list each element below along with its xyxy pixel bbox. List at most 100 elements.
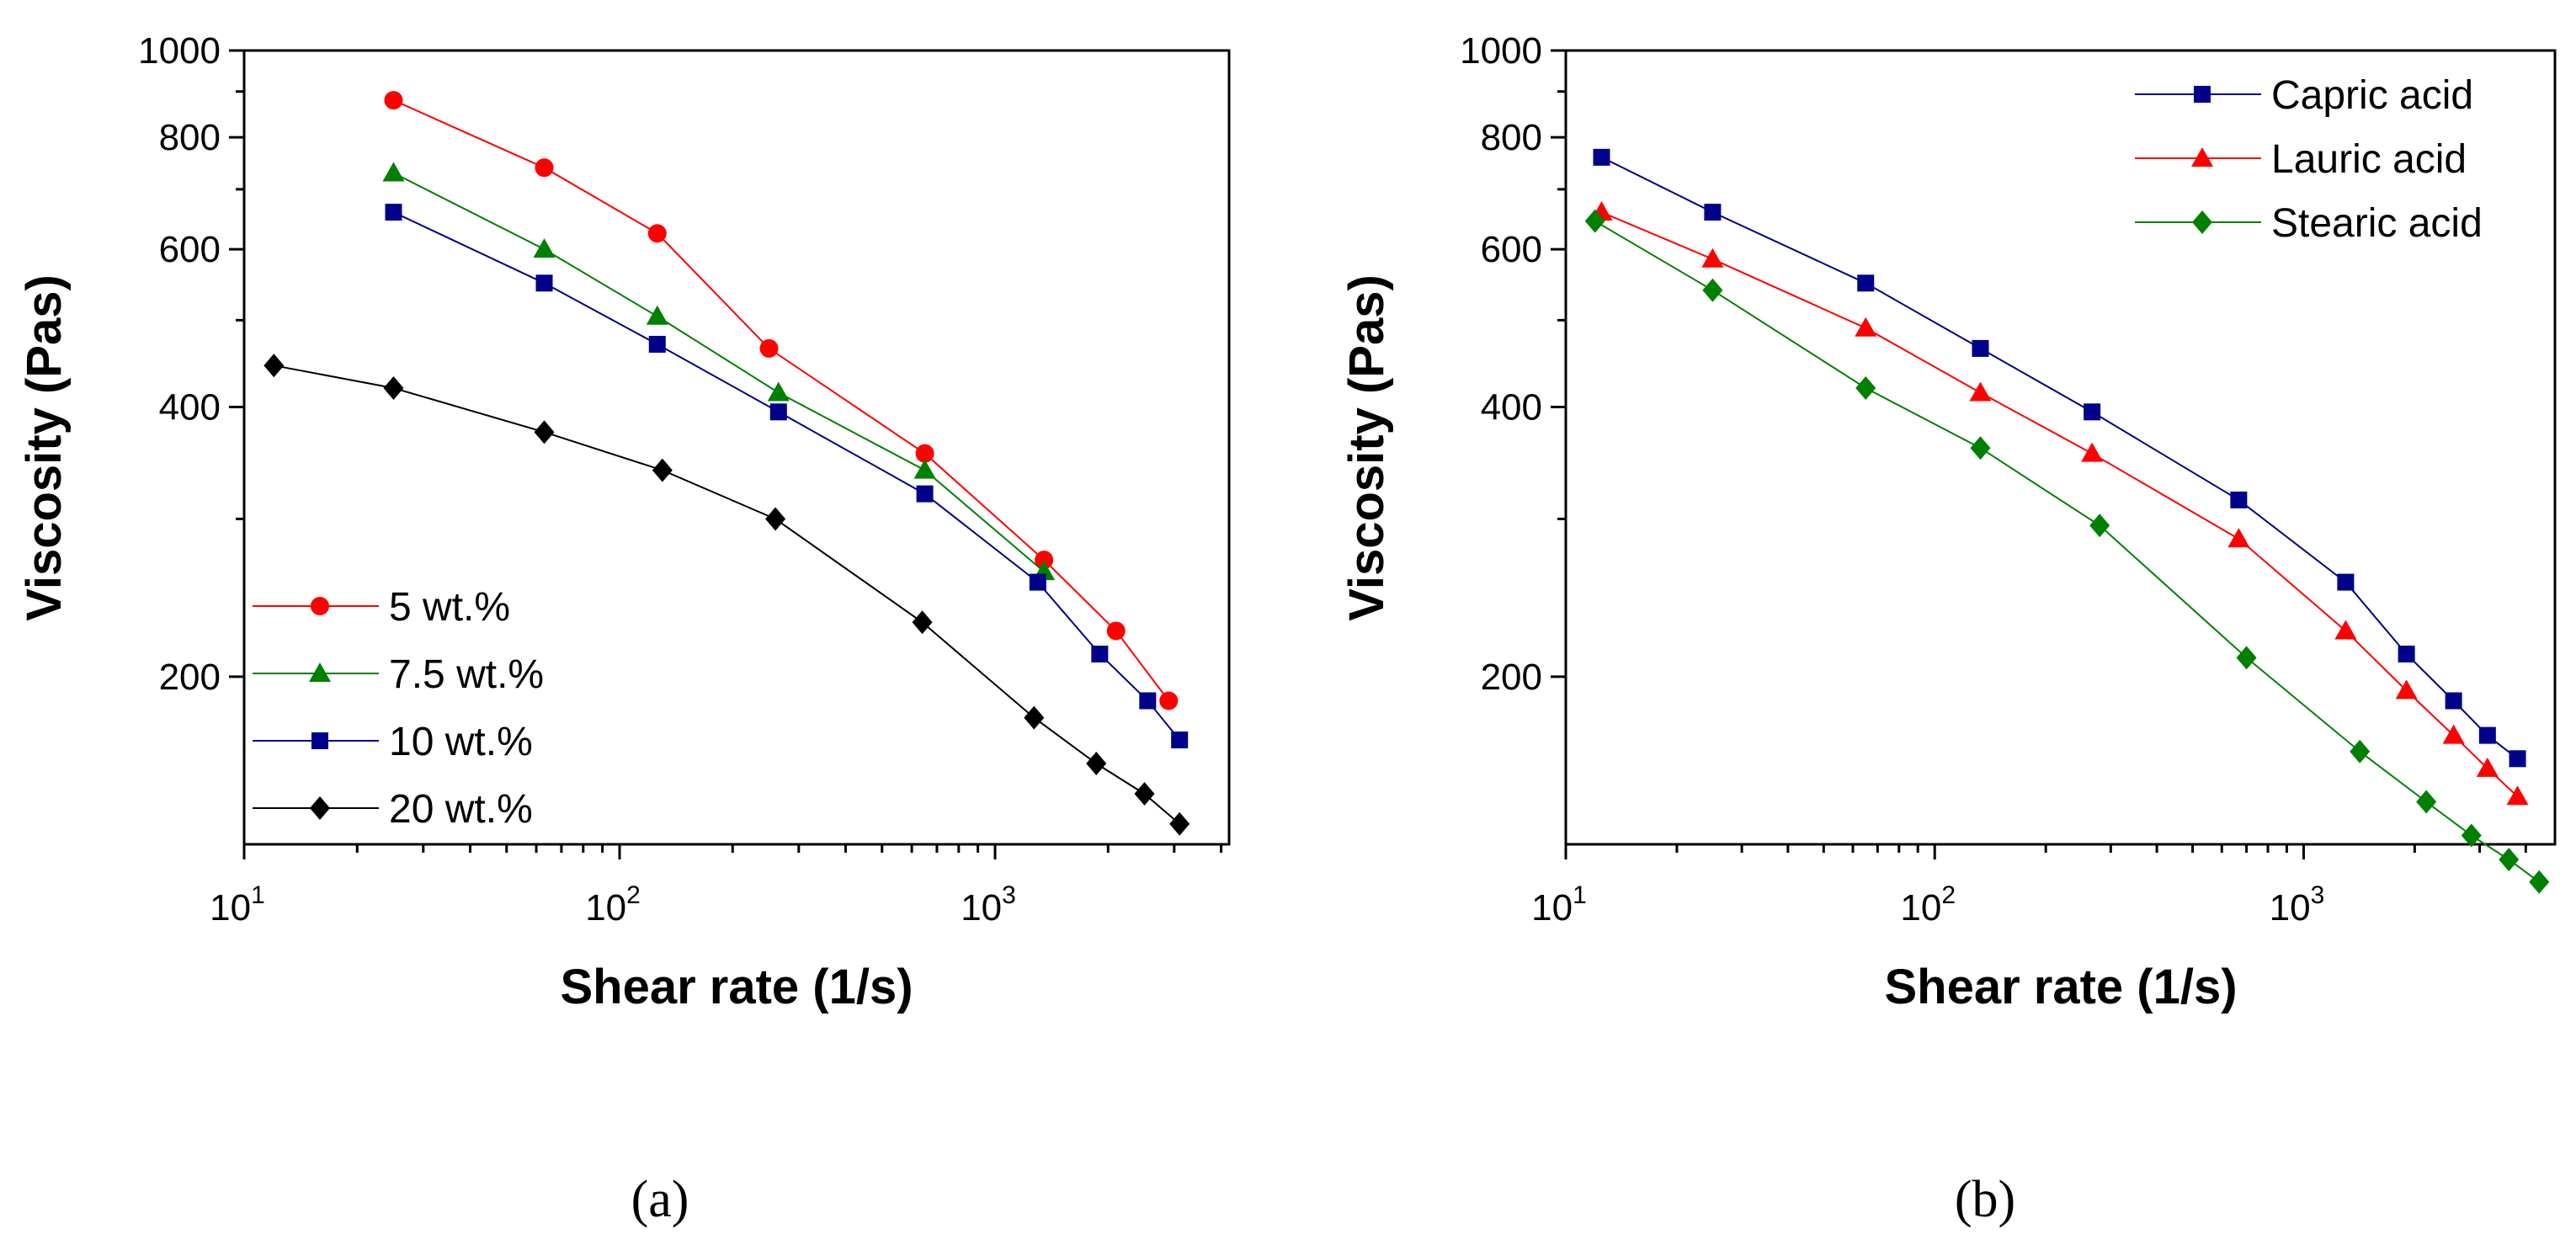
data-point [2337,573,2355,591]
data-point [2445,692,2462,710]
data-point [2476,757,2499,777]
legend-item: Lauric acid [2135,137,2467,182]
data-point [1855,317,1877,337]
y-tick-label: 1000 [1460,30,1542,72]
data-point [759,338,779,358]
data-point [1972,339,1989,357]
series-line [1601,156,2519,760]
y-axis-title: Viscosity (Pas) [17,274,72,621]
series-line [274,364,1180,825]
chart-panel-b: 101 102 103 200 400 600 800 1000 Viscosity (Pas)… [1339,30,2557,1228]
legend-marker [311,732,328,749]
data-point [2230,491,2248,508]
data-point [1171,732,1189,749]
data-point [1970,436,1991,460]
data-point [1159,691,1179,710]
data-point [915,444,934,463]
data-point [1584,209,1605,233]
data-point [1855,375,1876,400]
y-axis-ticks [229,49,244,678]
y-tick-label: 600 [159,229,221,270]
plot-frame [1564,49,2557,846]
data-point [383,375,404,400]
data-point [765,507,786,531]
data-point [1106,621,1126,641]
legend-label: 10 wt.% [389,720,533,764]
x-axis-ticks [1564,844,2527,859]
y-tick-label: 200 [1481,657,1542,698]
data-point [1035,551,1054,570]
data-point [1701,247,1724,268]
legend-label: 20 wt.% [389,787,533,832]
data-point [533,238,556,258]
data-point [2334,620,2357,640]
y-tick-label: 400 [1481,387,1542,428]
data-point [648,335,666,353]
legend-item: 20 wt.% [253,787,533,832]
data-point [2350,739,2371,763]
legend-label: Stearic acid [2271,201,2483,246]
y-tick-label: 200 [159,657,221,698]
data-point [913,459,936,479]
x-axis-title: Shear rate (1/s) [560,960,913,1014]
data-point [382,162,405,182]
x-tick-label: 102 [585,881,641,928]
data-point [1029,573,1046,591]
y-tick-label: 800 [159,117,221,158]
data-point [263,354,285,378]
data-point [2442,724,2465,744]
x-axis-title: Shear rate (1/s) [1884,960,2237,1014]
data-point [1969,381,1992,402]
series-20-wt- [263,354,1190,836]
y-tick-label: 1000 [138,30,221,72]
y-tick-label: 600 [1481,229,1542,270]
data-point [1704,204,1722,221]
legend-marker [311,597,329,615]
series-line [393,172,1045,572]
legend-marker [310,796,330,820]
data-point [2509,750,2526,768]
legend-item: 7.5 wt.% [253,652,544,697]
data-point [534,420,555,444]
data-point [769,403,787,421]
data-point [535,274,553,292]
legend-marker [2194,86,2211,103]
y-tick-label: 400 [159,387,221,428]
data-point [2529,870,2550,894]
x-tick-label: 101 [210,881,265,928]
data-point [2395,679,2418,700]
panel-label: (b) [1955,1171,2015,1228]
legend-marker [2192,210,2212,234]
data-point [767,381,790,402]
series-line [1601,211,2519,797]
legend: 5 wt.% 7.5 wt.% 10 wt.% 20 wt.% [253,585,544,832]
data-point [2081,442,2104,462]
data-point [1702,278,1723,302]
data-point [384,91,403,110]
x-tick-label: 101 [1531,881,1587,928]
data-point [2478,726,2496,744]
data-point [1593,148,1610,166]
legend-marker [309,662,331,682]
legend: Capric acid Lauric acid Stearic acid [2135,73,2483,246]
x-axis-ticks [242,844,1223,859]
data-point [2089,513,2110,538]
legend-item: 10 wt.% [253,720,533,764]
data-point [1134,782,1155,806]
legend-item: 5 wt.% [253,585,510,630]
series-lauric-acid [1590,201,2529,806]
data-point [916,485,934,503]
legend-label: Capric acid [2271,73,2473,118]
legend-label: Lauric acid [2271,137,2467,182]
data-point [1139,692,1157,710]
y-axis-title: Viscosity (Pas) [1339,274,1394,621]
data-point [2506,785,2529,806]
data-point [1086,752,1107,776]
x-tick-label: 103 [2270,881,2325,928]
data-point [647,224,667,243]
data-point [1091,645,1109,662]
data-point [2236,646,2257,670]
data-point [2227,528,2250,548]
panel-label: (a) [631,1171,689,1228]
